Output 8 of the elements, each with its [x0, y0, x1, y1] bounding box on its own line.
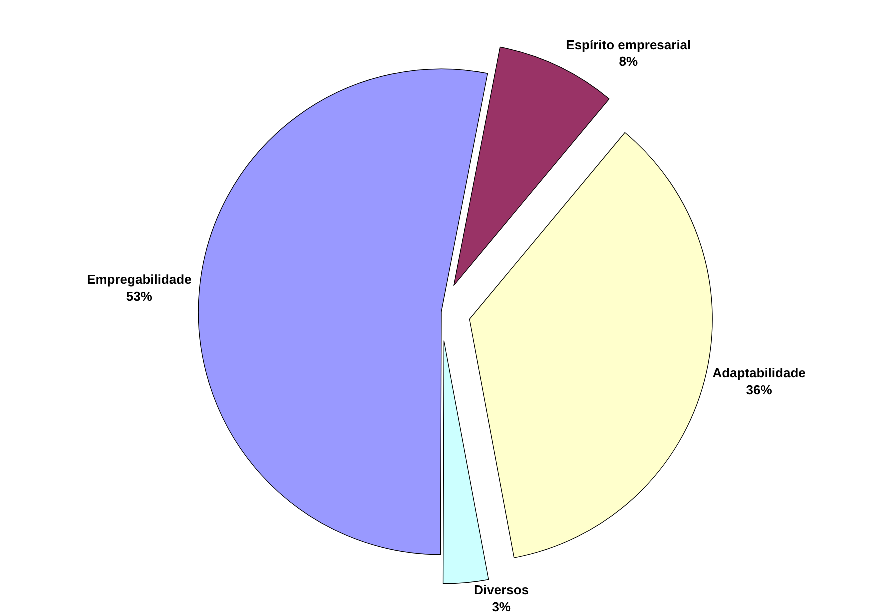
slice-label: Empregabilidade: [87, 272, 192, 288]
data-label: 8%: [619, 54, 638, 70]
data-label: 53%: [126, 289, 153, 304]
data-label: 36%: [746, 382, 773, 398]
slice-label: Adaptabilidade: [712, 366, 806, 381]
data-label: 3%: [492, 600, 512, 614]
slice-label: Espírito empresarial: [566, 37, 692, 52]
slice-label: Diversos: [474, 582, 530, 598]
